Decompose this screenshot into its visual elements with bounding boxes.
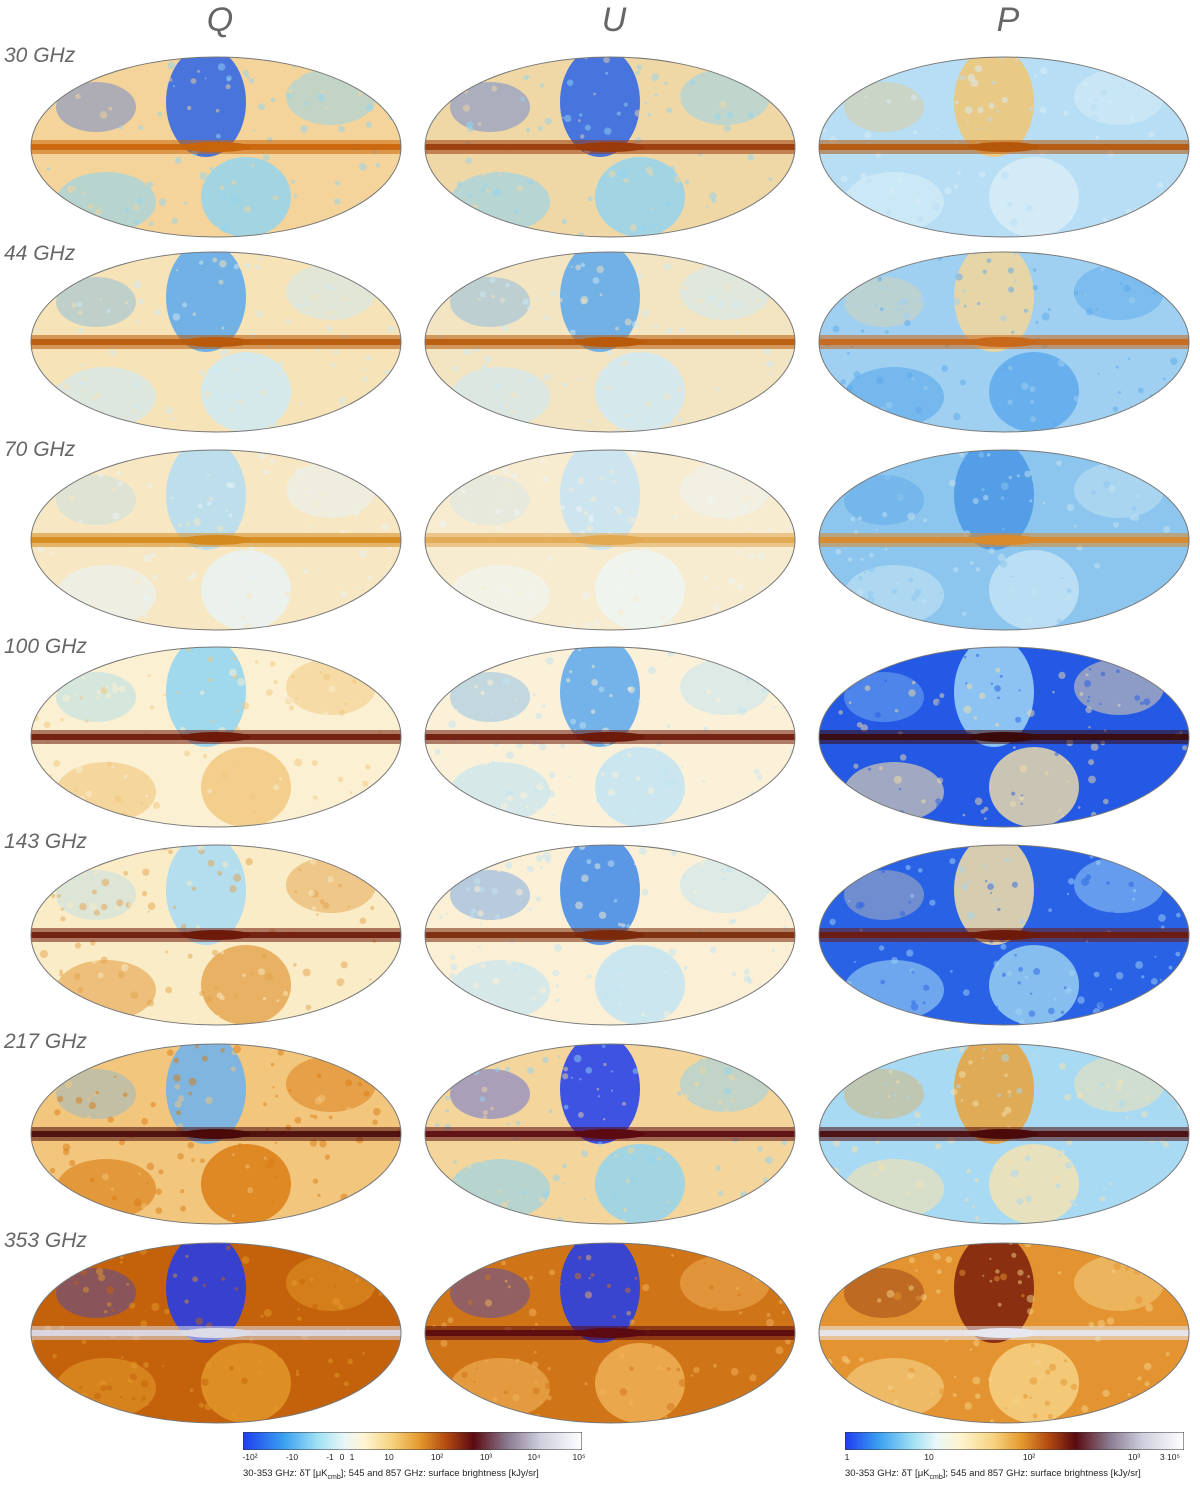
- sky-map-ellipse: [30, 449, 402, 631]
- colorbar-signed-tick: -10: [285, 1452, 299, 1462]
- sky-map-u-100ghz: [424, 645, 796, 829]
- sky-map-p-44ghz: [818, 250, 1190, 434]
- row-label-217ghz: 217 GHz: [4, 1030, 87, 1053]
- row-label-70ghz: 70 GHz: [4, 438, 76, 461]
- sky-map-ellipse: [818, 1242, 1190, 1424]
- sky-map-p-70ghz: [818, 448, 1190, 632]
- sky-map-ellipse: [818, 449, 1190, 631]
- colorbar-positive-gradient: [844, 1431, 1185, 1451]
- sky-map-u-70ghz: [424, 448, 796, 632]
- sky-map-ellipse: [30, 646, 402, 828]
- colorbar-signed-tick: -10²: [242, 1452, 258, 1462]
- sky-map-q-143ghz: [30, 843, 402, 1027]
- sky-map-ellipse: [424, 449, 796, 631]
- column-header-p: P: [996, 1, 1020, 39]
- sky-map-u-30ghz: [424, 55, 796, 239]
- sky-map-ellipse: [30, 1242, 402, 1424]
- colorbar-positive-tick: 10³: [1127, 1452, 1141, 1462]
- sky-map-u-217ghz: [424, 1042, 796, 1226]
- sky-map-p-143ghz: [818, 843, 1190, 1027]
- colorbar-signed-title: 30-353 GHz: δT [μKcmb]; 545 and 857 GHz:…: [243, 1468, 539, 1481]
- sky-map-p-217ghz: [818, 1042, 1190, 1226]
- sky-map-q-30ghz: [30, 55, 402, 239]
- row-label-100ghz: 100 GHz: [4, 635, 87, 658]
- colorbar-signed-tick: 10⁵: [572, 1452, 586, 1462]
- colorbar-positive-tick: 10²: [1022, 1452, 1036, 1462]
- sky-map-ellipse: [424, 1242, 796, 1424]
- colorbar-positive: [844, 1431, 1185, 1451]
- colorbar-positive-tick: 10: [924, 1452, 934, 1462]
- row-label-353ghz: 353 GHz: [4, 1229, 87, 1252]
- colorbar-signed-tick: 10²: [430, 1452, 444, 1462]
- sky-map-ellipse: [818, 56, 1190, 238]
- row-label-44ghz: 44 GHz: [4, 242, 76, 265]
- colorbar-signed-gradient: [242, 1431, 583, 1451]
- sky-map-p-100ghz: [818, 645, 1190, 829]
- colorbar-signed-tick: 0: [339, 1452, 345, 1462]
- sky-map-u-44ghz: [424, 250, 796, 434]
- sky-map-q-217ghz: [30, 1042, 402, 1226]
- sky-map-ellipse: [30, 56, 402, 238]
- sky-map-ellipse: [818, 844, 1190, 1026]
- colorbar-positive-tick: 1: [844, 1452, 850, 1462]
- sky-map-ellipse: [818, 1043, 1190, 1225]
- colorbar-positive-tick: 3 10⁵: [1159, 1452, 1181, 1462]
- sky-map-u-353ghz: [424, 1241, 796, 1425]
- colorbar-signed-tick: -1: [326, 1452, 334, 1462]
- colorbar-signed-tick: 10³: [479, 1452, 493, 1462]
- sky-map-q-70ghz: [30, 448, 402, 632]
- sky-map-q-44ghz: [30, 250, 402, 434]
- sky-map-q-100ghz: [30, 645, 402, 829]
- row-label-143ghz: 143 GHz: [4, 830, 87, 853]
- sky-map-ellipse: [424, 56, 796, 238]
- colorbar-signed-tick: 1: [349, 1452, 355, 1462]
- sky-map-ellipse: [424, 844, 796, 1026]
- column-header-q: Q: [206, 1, 234, 39]
- colorbar-signed-tick: 10⁴: [527, 1452, 541, 1462]
- colorbar-signed: [242, 1431, 583, 1451]
- sky-map-ellipse: [30, 1043, 402, 1225]
- sky-map-ellipse: [818, 646, 1190, 828]
- sky-map-ellipse: [818, 251, 1190, 433]
- sky-map-p-353ghz: [818, 1241, 1190, 1425]
- sky-map-p-30ghz: [818, 55, 1190, 239]
- sky-map-ellipse: [424, 251, 796, 433]
- sky-map-u-143ghz: [424, 843, 796, 1027]
- sky-map-ellipse: [424, 646, 796, 828]
- colorbar-positive-title: 30-353 GHz: δT [μKcmb]; 545 and 857 GHz:…: [845, 1468, 1141, 1481]
- sky-map-ellipse: [30, 251, 402, 433]
- sky-map-ellipse: [424, 1043, 796, 1225]
- row-label-30ghz: 30 GHz: [4, 44, 76, 67]
- sky-map-ellipse: [30, 844, 402, 1026]
- sky-map-q-353ghz: [30, 1241, 402, 1425]
- colorbar-signed-tick: 10: [384, 1452, 394, 1462]
- column-header-u: U: [601, 1, 627, 39]
